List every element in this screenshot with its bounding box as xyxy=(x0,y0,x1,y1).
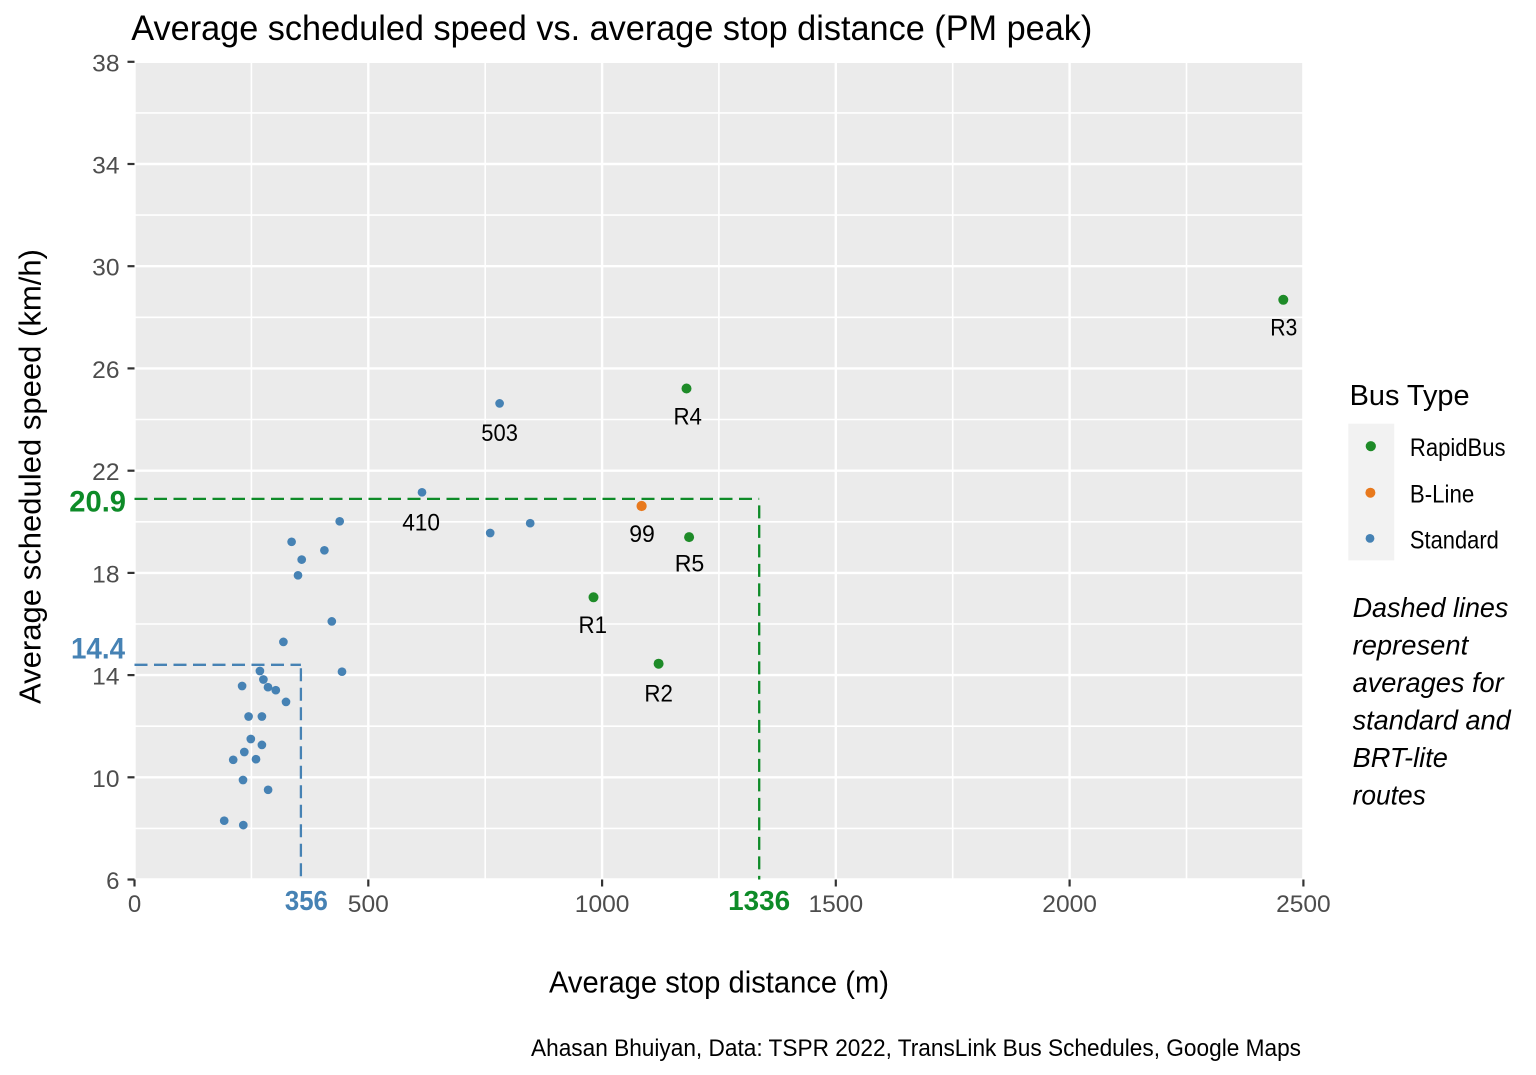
svg-text:1500: 1500 xyxy=(809,891,864,918)
svg-text:2500: 2500 xyxy=(1276,891,1331,918)
svg-text:represent: represent xyxy=(1353,630,1470,661)
svg-text:34: 34 xyxy=(92,153,119,180)
svg-text:Bus Type: Bus Type xyxy=(1350,380,1470,412)
svg-text:14: 14 xyxy=(92,664,119,691)
svg-text:Dashed lines: Dashed lines xyxy=(1353,592,1509,623)
svg-text:R5: R5 xyxy=(675,551,705,578)
svg-text:routes: routes xyxy=(1353,780,1426,811)
svg-text:356: 356 xyxy=(285,885,328,916)
svg-text:6: 6 xyxy=(106,868,119,895)
svg-text:R3: R3 xyxy=(1270,315,1297,342)
svg-text:R1: R1 xyxy=(579,612,608,639)
svg-text:14.4: 14.4 xyxy=(71,633,126,666)
svg-text:500: 500 xyxy=(348,891,389,918)
svg-text:38: 38 xyxy=(92,50,119,77)
svg-text:BRT-lite: BRT-lite xyxy=(1353,742,1448,773)
svg-text:1336: 1336 xyxy=(728,885,790,916)
svg-text:R4: R4 xyxy=(673,404,702,431)
svg-text:Average scheduled speed vs. av: Average scheduled speed vs. average stop… xyxy=(131,9,1092,48)
svg-text:Average stop distance (m): Average stop distance (m) xyxy=(549,964,889,999)
svg-text:Ahasan Bhuiyan, Data: TSPR 202: Ahasan Bhuiyan, Data: TSPR 2022, TransLi… xyxy=(531,1035,1301,1062)
svg-text:26: 26 xyxy=(92,357,119,384)
svg-text:averages for: averages for xyxy=(1353,667,1506,698)
svg-text:R2: R2 xyxy=(644,681,673,708)
svg-text:22: 22 xyxy=(92,459,119,486)
svg-text:410: 410 xyxy=(402,509,440,536)
svg-text:99: 99 xyxy=(629,521,655,548)
svg-text:20.9: 20.9 xyxy=(69,486,126,519)
svg-text:B-Line: B-Line xyxy=(1410,480,1474,508)
svg-text:standard and: standard and xyxy=(1353,705,1512,736)
svg-text:RapidBus: RapidBus xyxy=(1410,434,1506,462)
svg-text:Standard: Standard xyxy=(1410,527,1499,555)
svg-text:2000: 2000 xyxy=(1042,891,1097,918)
svg-text:503: 503 xyxy=(481,420,518,447)
svg-text:18: 18 xyxy=(92,561,119,588)
svg-text:10: 10 xyxy=(92,766,119,793)
svg-text:Average scheduled speed (km/h): Average scheduled speed (km/h) xyxy=(13,249,48,704)
svg-text:30: 30 xyxy=(92,255,119,282)
svg-text:0: 0 xyxy=(128,891,141,918)
svg-text:1000: 1000 xyxy=(575,891,630,918)
